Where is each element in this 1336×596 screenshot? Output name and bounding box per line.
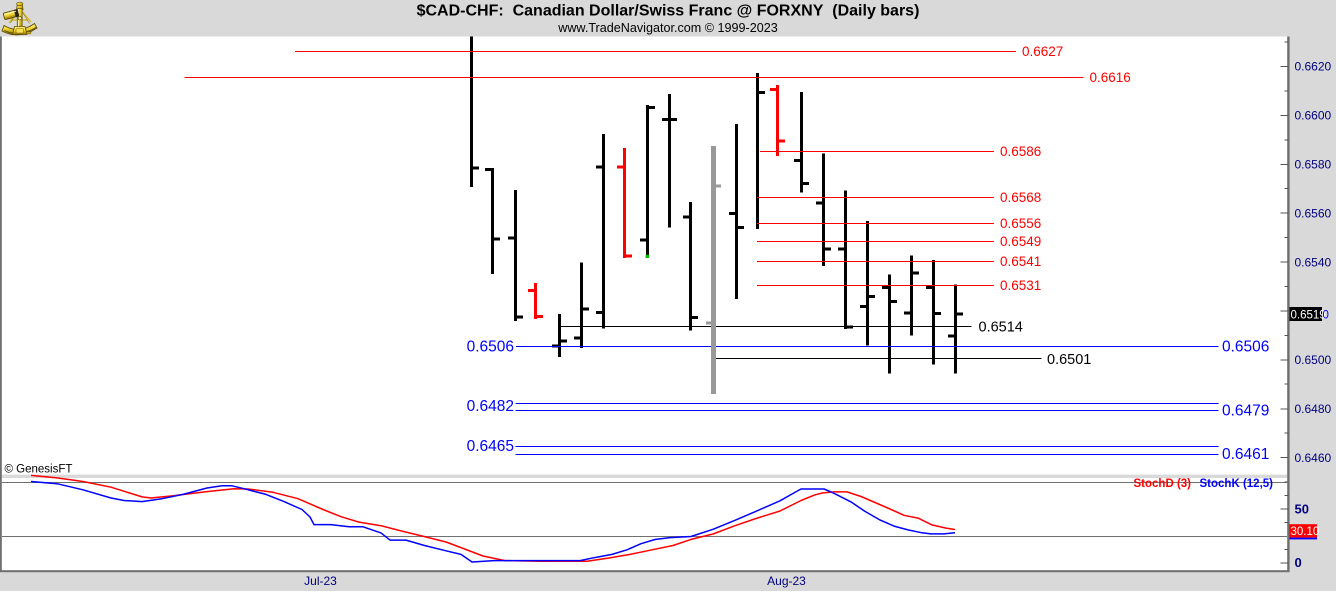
svg-text:0.6506: 0.6506 [1222, 338, 1269, 355]
svg-text:0.6500: 0.6500 [1295, 353, 1332, 367]
svg-text:0.6519: 0.6519 [1291, 310, 1326, 322]
svg-text:StochK (12,5): StochK (12,5) [1200, 478, 1274, 490]
svg-text:50: 50 [1295, 501, 1309, 516]
svg-text:0.6549: 0.6549 [1000, 234, 1041, 249]
svg-text:30.10: 30.10 [1291, 526, 1320, 538]
svg-text:0.6586: 0.6586 [1000, 144, 1041, 159]
svg-text:0.6620: 0.6620 [1295, 60, 1332, 74]
svg-text:0.6465: 0.6465 [467, 438, 514, 455]
svg-text:0.6480: 0.6480 [1295, 402, 1332, 416]
svg-text:Aug-23: Aug-23 [767, 574, 806, 588]
svg-text:0.6506: 0.6506 [467, 339, 514, 356]
svg-text:0.6531: 0.6531 [1000, 278, 1041, 293]
svg-text:0.6482: 0.6482 [467, 398, 514, 415]
svg-text:0.6627: 0.6627 [1022, 44, 1063, 59]
svg-text:0.6616: 0.6616 [1090, 70, 1131, 85]
svg-text:0.6560: 0.6560 [1295, 206, 1332, 220]
svg-text:Jul-23: Jul-23 [304, 574, 337, 588]
svg-text:© GenesisFT: © GenesisFT [5, 464, 73, 476]
svg-text:0: 0 [1323, 310, 1329, 322]
svg-text:0.6460: 0.6460 [1295, 451, 1332, 465]
svg-text:0.6580: 0.6580 [1295, 158, 1332, 172]
svg-text:0.6501: 0.6501 [1047, 352, 1091, 368]
svg-text:StochD (3): StochD (3) [1134, 478, 1192, 490]
svg-text:$CAD-CHF: Canadian Dollar/Swi: $CAD-CHF: Canadian Dollar/Swiss Franc @ … [417, 3, 920, 20]
svg-text:0.6600: 0.6600 [1295, 109, 1332, 123]
svg-text:0.6461: 0.6461 [1222, 446, 1269, 463]
svg-text:0.6514: 0.6514 [979, 320, 1023, 336]
svg-text:0.6541: 0.6541 [1000, 254, 1041, 269]
svg-text:0: 0 [1295, 555, 1302, 570]
svg-text:0.6556: 0.6556 [1000, 216, 1041, 231]
svg-text:0.6540: 0.6540 [1295, 255, 1332, 269]
svg-text:www.TradeNavigator.com © 1999-: www.TradeNavigator.com © 1999-2023 [557, 21, 778, 35]
svg-text:0.6568: 0.6568 [1000, 190, 1041, 205]
svg-text:0.6479: 0.6479 [1222, 402, 1269, 419]
